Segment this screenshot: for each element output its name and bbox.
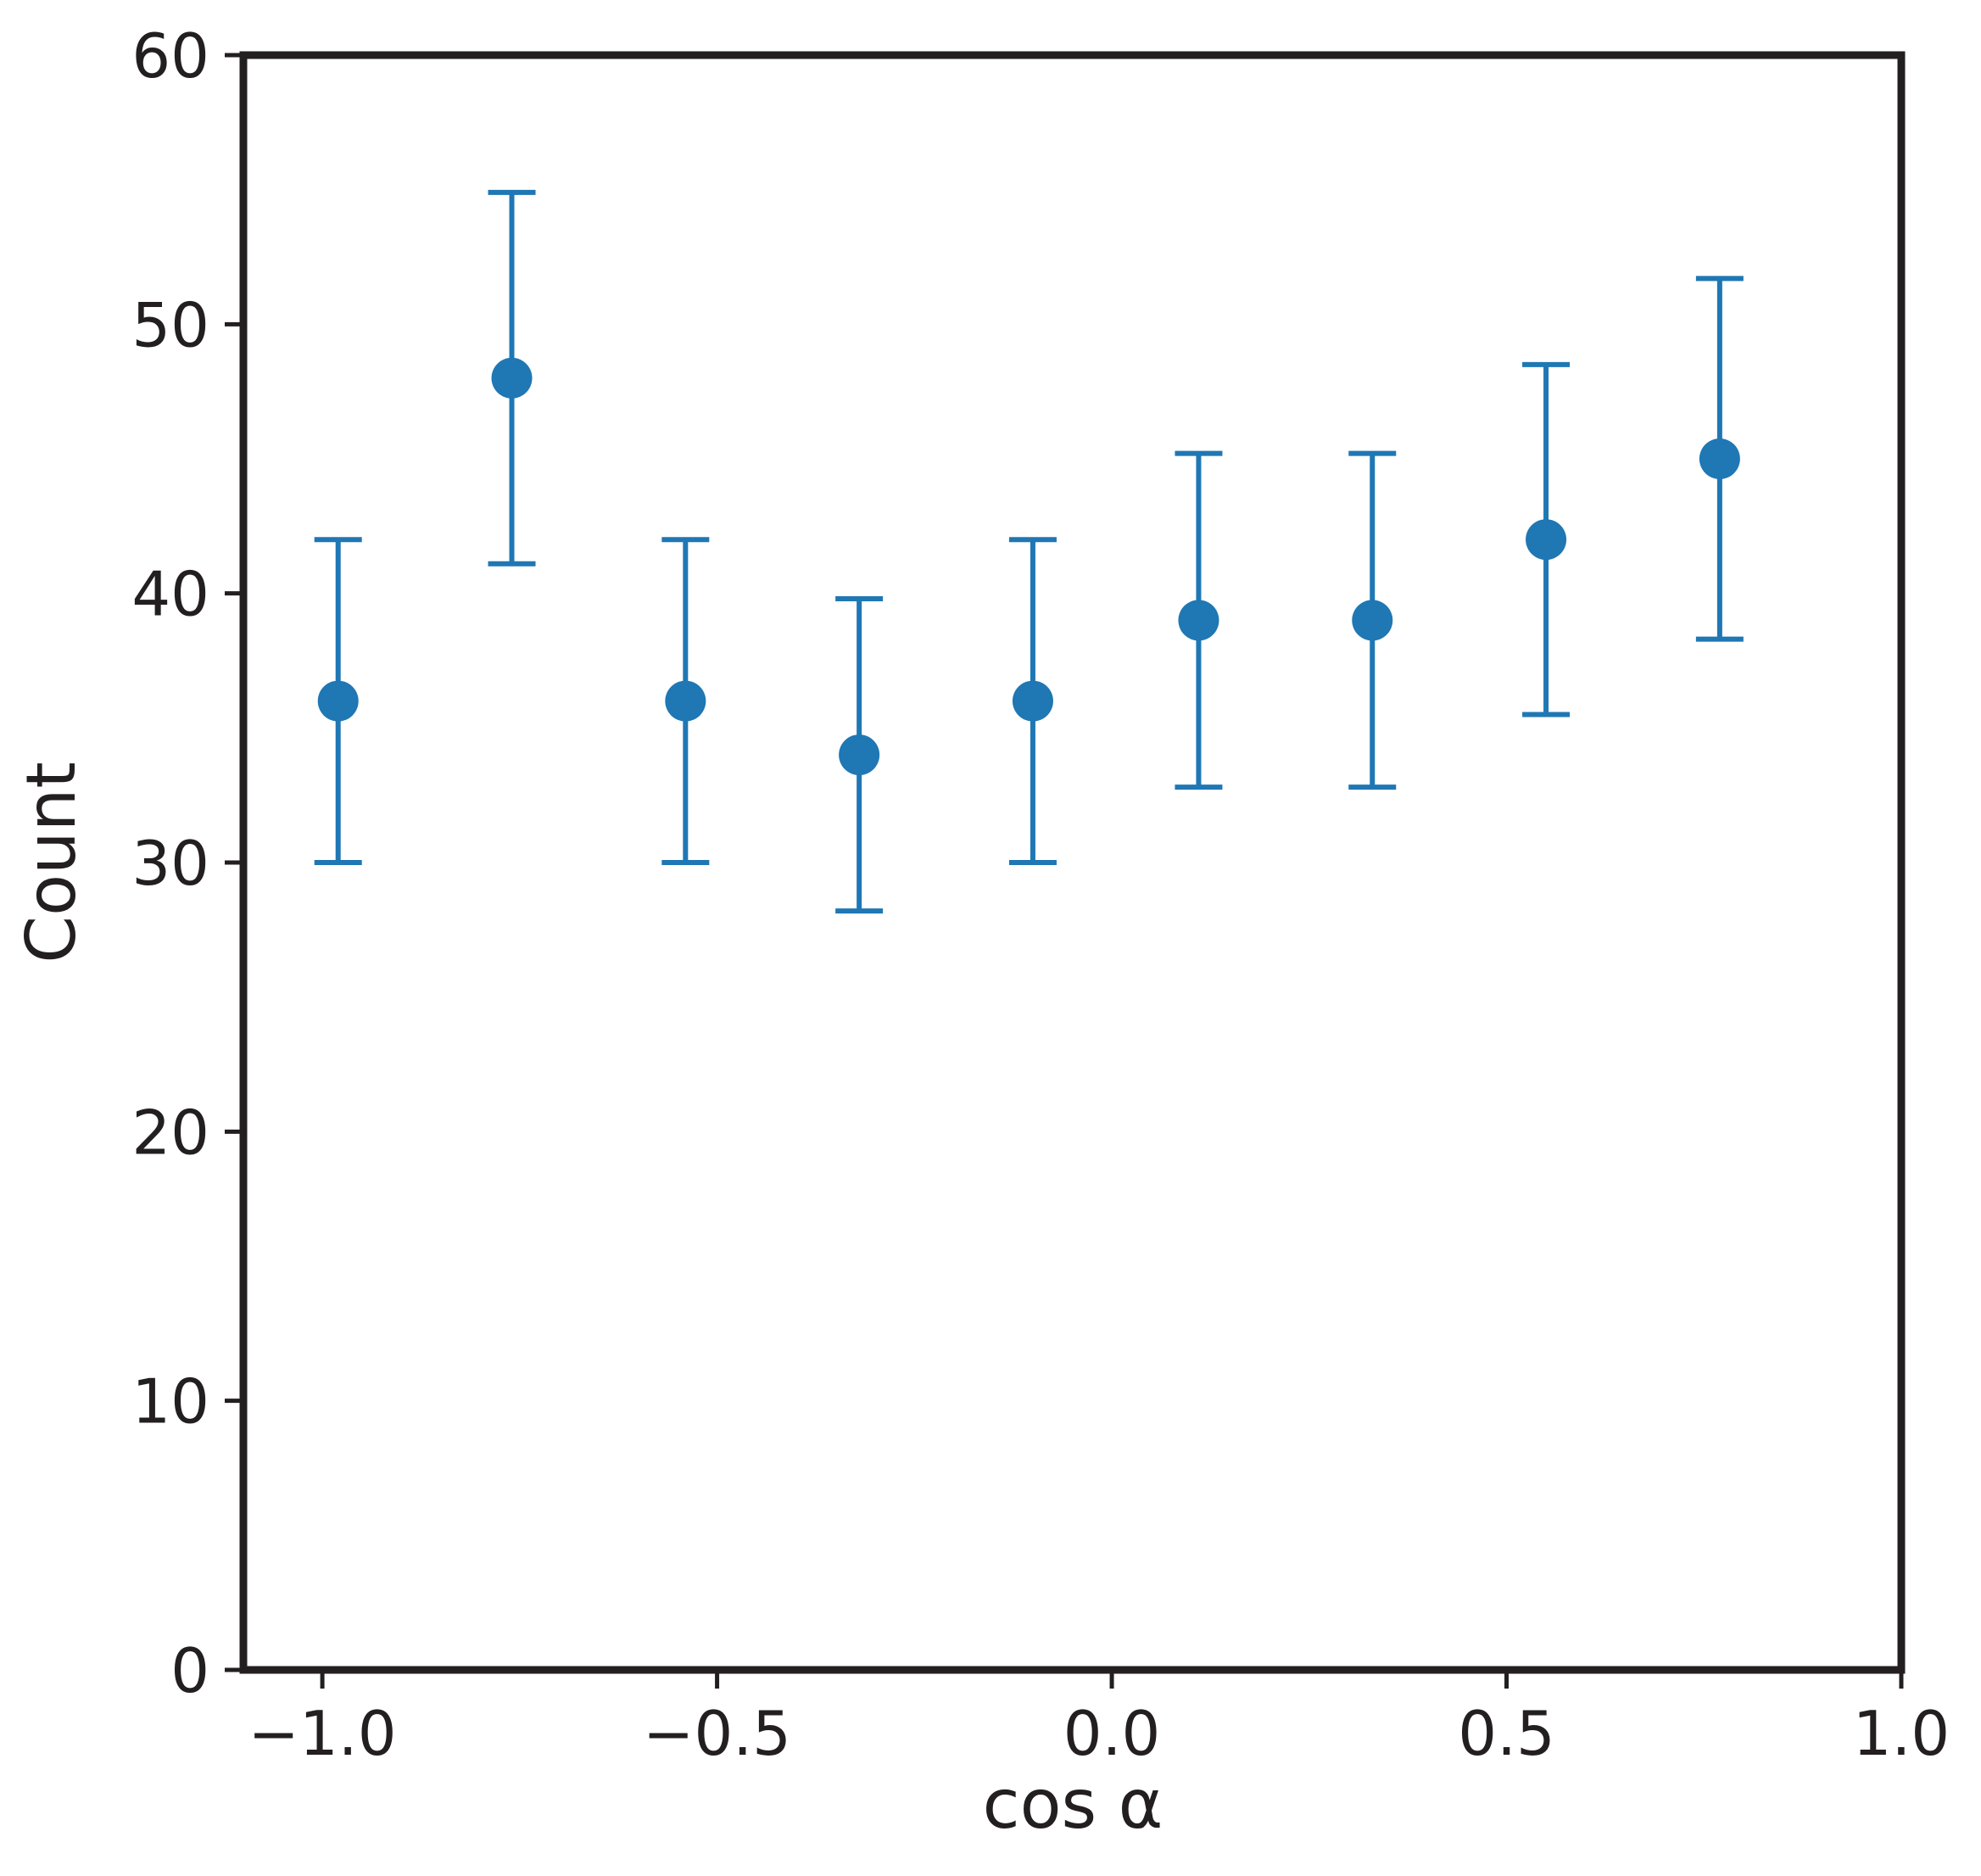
data-point	[317, 680, 359, 722]
y-axis-label: Count	[12, 762, 91, 963]
data-point	[665, 680, 706, 722]
x-axis-label: cos α	[983, 1765, 1163, 1844]
y-tick-label: 50	[131, 289, 209, 360]
data-point	[1352, 600, 1393, 641]
data-point	[1178, 600, 1219, 641]
y-tick-label: 20	[131, 1097, 209, 1168]
x-tick-label: 0.0	[1063, 1698, 1161, 1769]
data-point	[1699, 438, 1740, 479]
data-point	[1526, 519, 1567, 561]
x-tick-label: −0.5	[643, 1698, 791, 1769]
data-points	[317, 357, 1740, 776]
error-bars	[314, 189, 1744, 914]
data-point	[491, 357, 533, 399]
x-tick-label: −1.0	[248, 1698, 397, 1769]
y-tick-label: 40	[131, 559, 209, 630]
tick-labels: −1.0 −0.5 0.0 0.5 1.0 0 10 20 30 40 50 60	[131, 20, 1950, 1769]
y-tick-label: 60	[131, 20, 209, 92]
axis-ticks	[225, 53, 1904, 1689]
x-tick-label: 1.0	[1853, 1698, 1950, 1769]
data-point	[839, 734, 880, 776]
y-tick-label: 0	[170, 1635, 209, 1706]
x-tick-label: 0.5	[1458, 1698, 1555, 1769]
y-tick-label: 10	[131, 1366, 209, 1438]
data-point	[1012, 680, 1053, 722]
y-tick-label: 30	[131, 828, 209, 899]
plot-frame	[239, 51, 1906, 1674]
